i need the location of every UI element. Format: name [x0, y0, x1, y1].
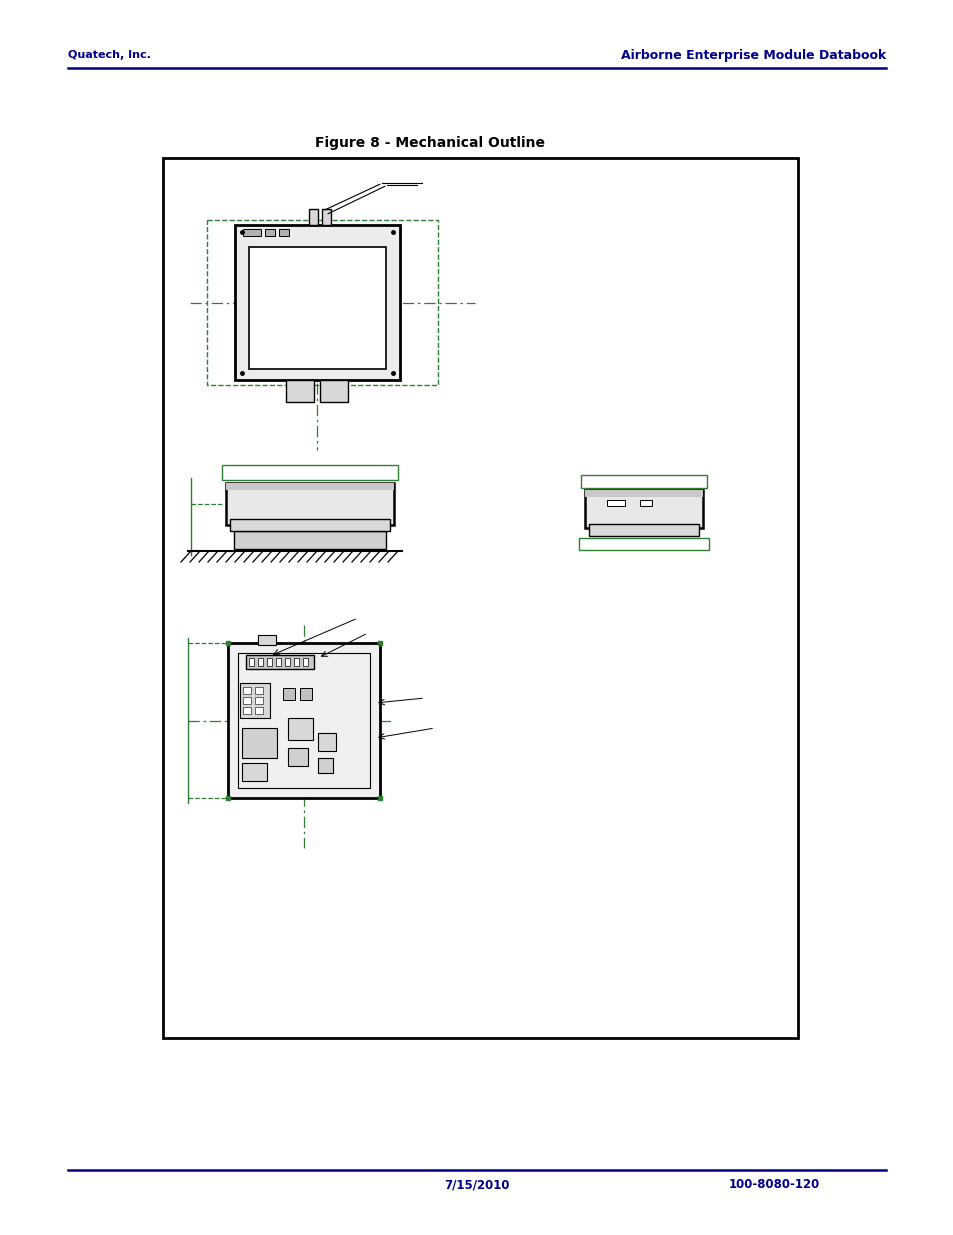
Bar — [299, 688, 312, 700]
Bar — [243, 687, 251, 694]
Bar — [267, 658, 272, 666]
Bar — [243, 228, 261, 236]
Bar — [303, 658, 308, 666]
Bar — [254, 706, 263, 714]
Bar — [249, 247, 386, 369]
Text: 100-8080-120: 100-8080-120 — [728, 1178, 820, 1192]
Bar — [243, 697, 251, 704]
Bar — [580, 475, 706, 488]
Bar — [584, 490, 702, 529]
Bar — [288, 718, 313, 740]
Bar — [588, 524, 699, 536]
Text: Figure 8 - Mechanical Outline: Figure 8 - Mechanical Outline — [314, 136, 544, 149]
Bar — [288, 748, 308, 766]
Bar — [578, 538, 708, 550]
Bar — [249, 658, 253, 666]
Bar — [243, 706, 251, 714]
Text: Airborne Enterprise Module Databook: Airborne Enterprise Module Databook — [620, 48, 885, 62]
Bar — [275, 658, 281, 666]
Bar — [222, 466, 397, 480]
Bar — [639, 500, 651, 506]
Bar — [240, 683, 270, 718]
Text: 7/15/2010: 7/15/2010 — [444, 1178, 509, 1192]
Bar — [286, 380, 314, 403]
Bar — [309, 209, 318, 225]
Bar — [163, 158, 797, 1037]
Bar — [322, 209, 331, 225]
Bar — [242, 727, 276, 758]
Bar — [230, 519, 390, 531]
Text: Quatech, Inc.: Quatech, Inc. — [68, 49, 151, 61]
Bar — [317, 734, 335, 751]
Bar — [237, 653, 370, 788]
Bar — [226, 483, 394, 490]
Bar — [242, 763, 267, 781]
Bar — [320, 380, 348, 403]
Bar — [606, 500, 624, 506]
Bar — [294, 658, 298, 666]
Bar — [265, 228, 274, 236]
Bar — [285, 658, 290, 666]
Bar — [278, 228, 289, 236]
Bar — [584, 490, 702, 496]
Bar — [233, 531, 386, 550]
Bar — [234, 225, 399, 380]
Bar — [246, 655, 314, 669]
Bar — [254, 697, 263, 704]
Bar — [257, 635, 275, 645]
Bar — [228, 643, 379, 798]
Bar — [317, 758, 333, 773]
Bar — [226, 483, 394, 525]
Bar — [207, 220, 437, 385]
Bar — [254, 687, 263, 694]
Bar — [257, 658, 263, 666]
Bar — [283, 688, 294, 700]
